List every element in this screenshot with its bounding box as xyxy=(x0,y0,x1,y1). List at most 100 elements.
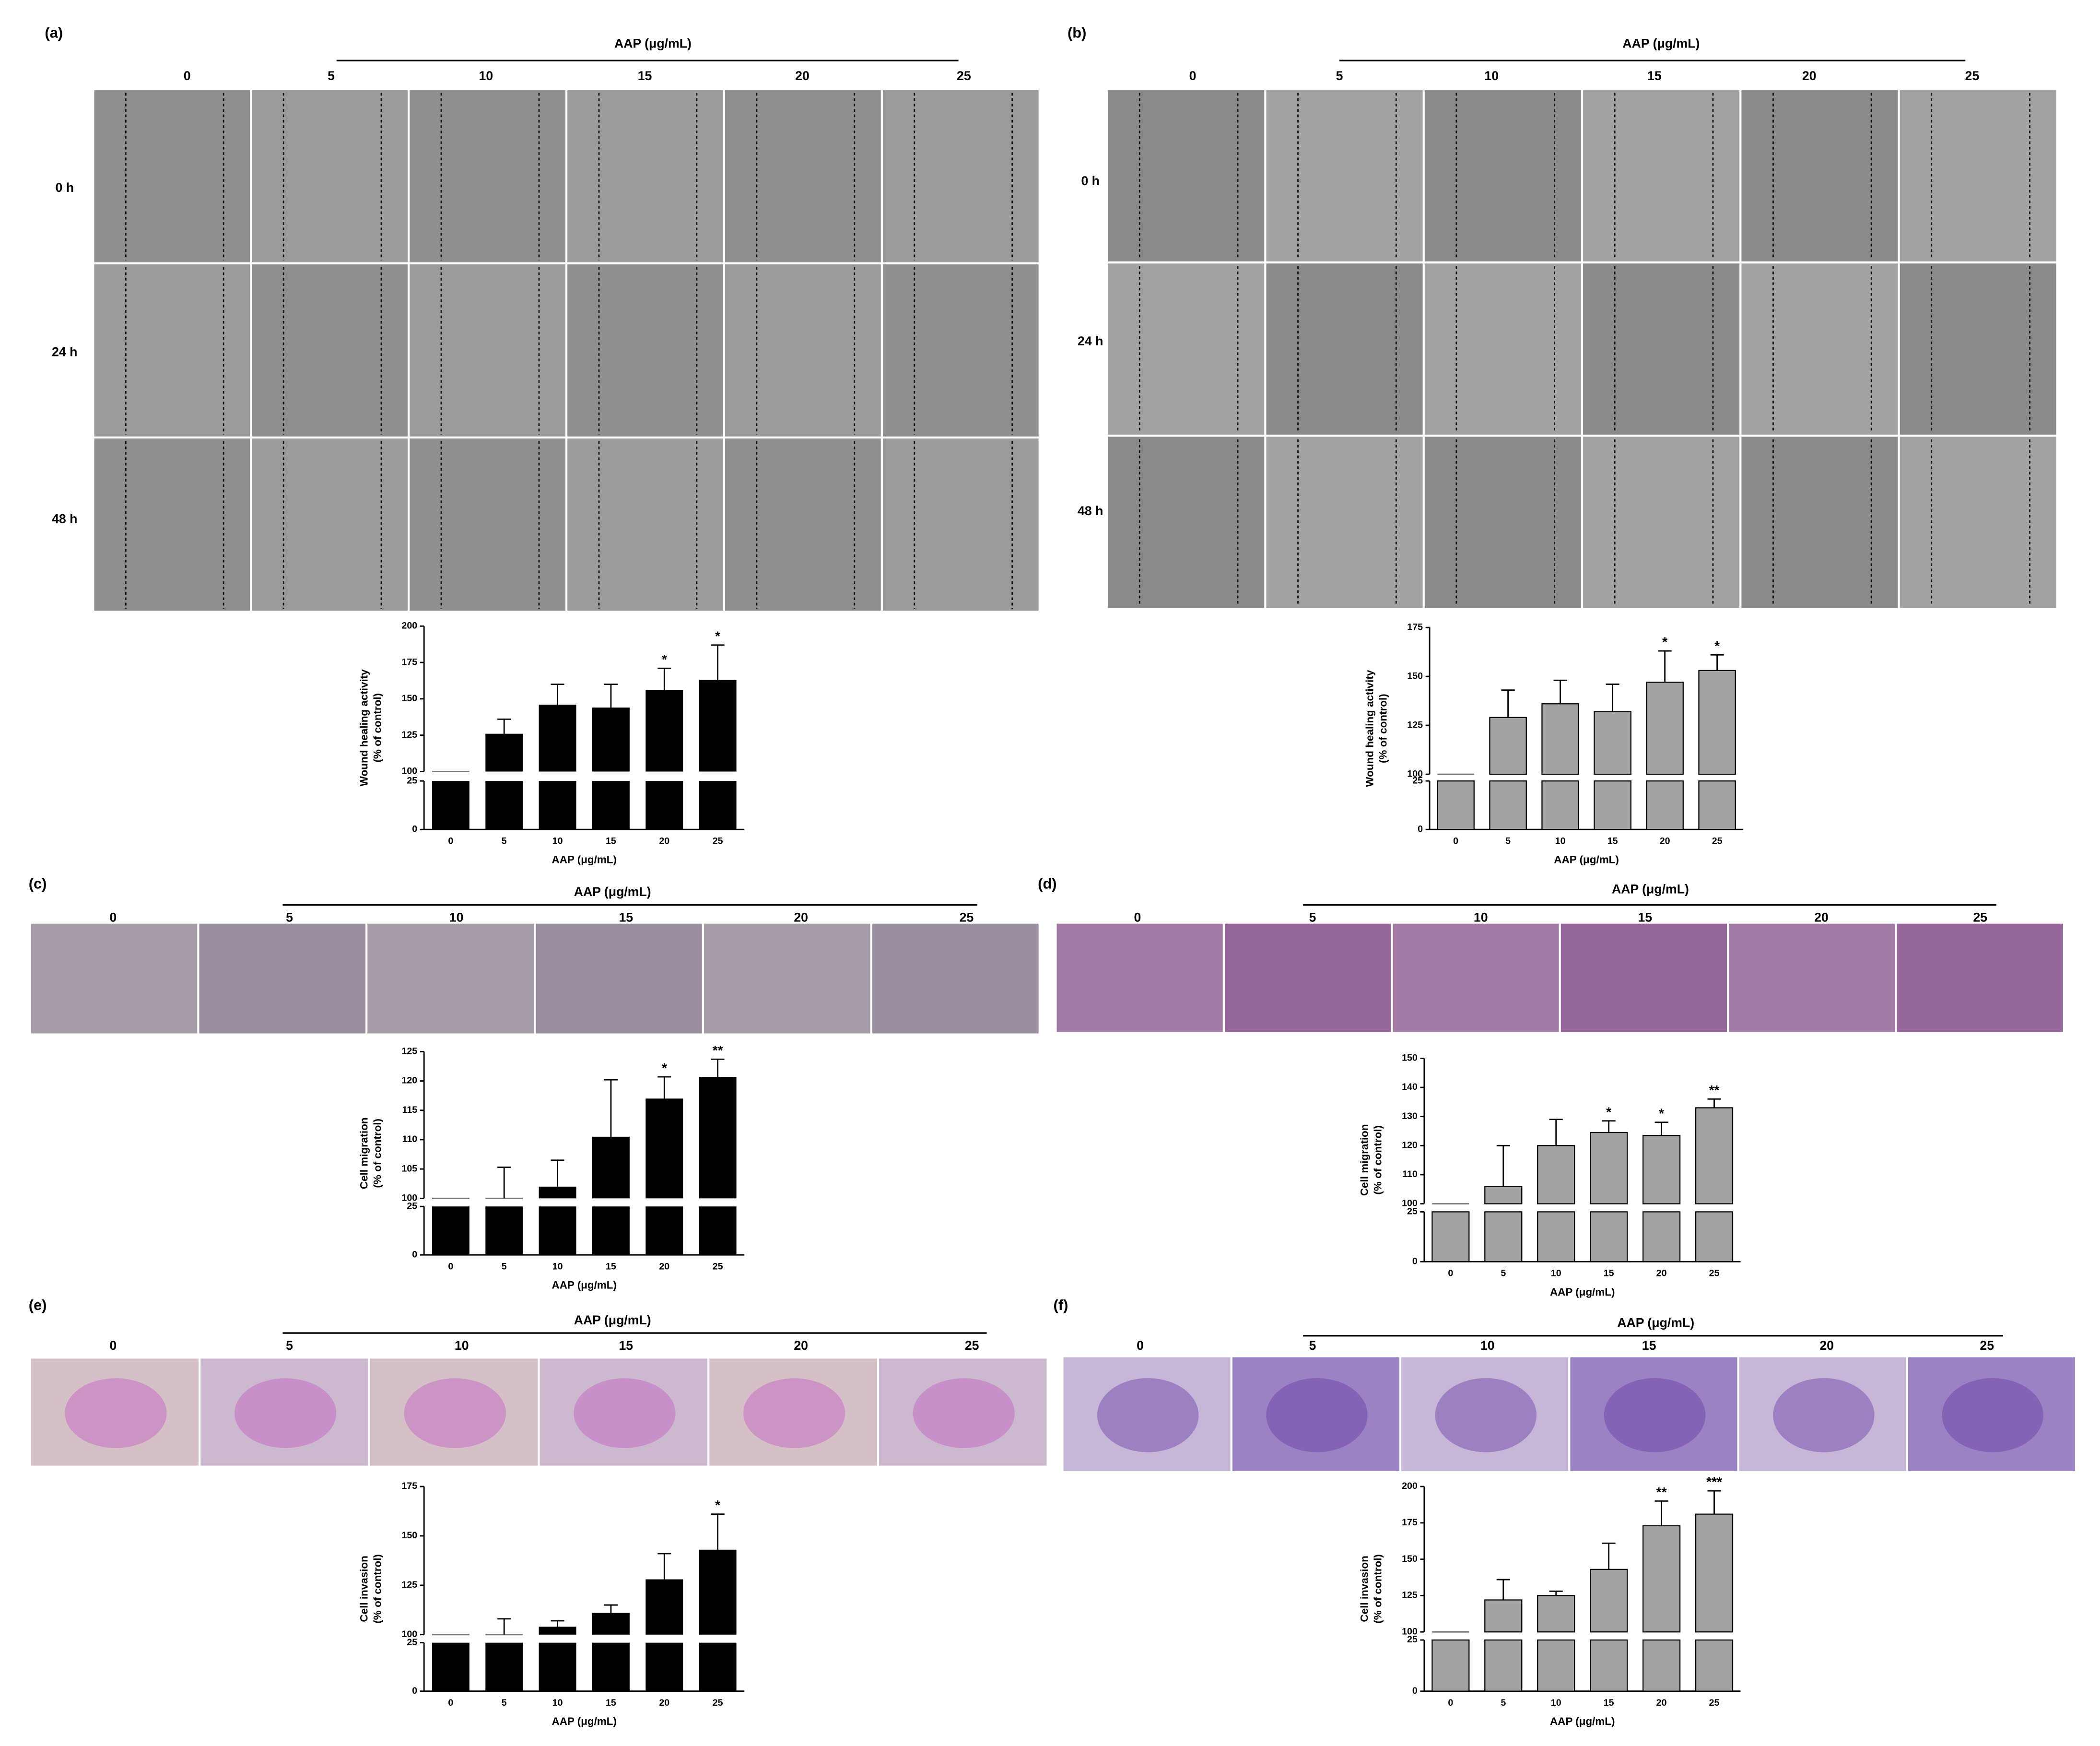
column-label: 5 xyxy=(286,910,293,925)
column-label: 25 xyxy=(960,910,974,925)
stain xyxy=(1773,1378,1875,1452)
bar xyxy=(432,1642,469,1691)
x-tick-label: 25 xyxy=(713,1698,723,1708)
micrograph xyxy=(1108,263,1265,435)
x-tick-label: 25 xyxy=(713,836,723,847)
micrograph xyxy=(536,923,702,1034)
bar xyxy=(1695,1513,1734,1633)
bar xyxy=(699,781,737,830)
micrograph xyxy=(410,438,565,611)
y-tick-label: 200 xyxy=(1402,1481,1418,1491)
column-label: 25 xyxy=(1965,69,1980,83)
x-tick-label: 20 xyxy=(659,1698,669,1708)
x-tick-label: 20 xyxy=(1656,1698,1667,1708)
stain xyxy=(1604,1378,1706,1452)
x-tick-label: 15 xyxy=(606,1698,616,1708)
micrograph xyxy=(410,264,565,437)
bar xyxy=(592,1206,630,1255)
micrograph xyxy=(94,264,250,437)
column-label: 0 xyxy=(1137,1338,1144,1353)
panel-label: (d) xyxy=(1038,875,1056,892)
column-label: 0 xyxy=(109,910,117,925)
y-tick-label: 125 xyxy=(401,730,417,740)
y-tick-label: 200 xyxy=(401,621,417,631)
x-axis-label: AAP (μg/mL) xyxy=(552,854,617,866)
y-tick-label: 125 xyxy=(401,1580,417,1590)
bar xyxy=(645,781,683,830)
x-tick-label: 20 xyxy=(1660,836,1670,847)
bar xyxy=(592,1613,630,1635)
column-label: 0 xyxy=(184,69,191,83)
header: AAP (μg/mL) xyxy=(1617,1315,1694,1330)
column-label: 10 xyxy=(1480,1338,1495,1353)
y-tick-label: 100 xyxy=(1402,1198,1418,1209)
bar xyxy=(1642,1134,1681,1204)
column-label: 0 xyxy=(1189,69,1197,83)
x-tick-label: 25 xyxy=(1712,836,1723,847)
y-axis-label: (% of control) xyxy=(1372,1554,1384,1624)
significance: * xyxy=(715,628,720,643)
micrograph xyxy=(872,923,1039,1034)
micrograph xyxy=(540,1358,708,1466)
significance: *** xyxy=(1706,1475,1722,1489)
bar xyxy=(539,1206,576,1255)
x-axis-label: AAP (μg/mL) xyxy=(1550,1286,1615,1298)
y-tick-label: 25 xyxy=(1407,1206,1418,1217)
panel-label: (b) xyxy=(1068,24,1086,41)
column-label: 10 xyxy=(1484,69,1499,83)
micrograph xyxy=(1063,1357,1231,1471)
y-axis-label: Cell invasion xyxy=(1358,1556,1370,1622)
y-tick-label: 100 xyxy=(1402,1626,1418,1637)
y-axis-label: (% of control) xyxy=(372,1554,384,1624)
micrograph xyxy=(1232,1357,1399,1471)
column-label: 15 xyxy=(1642,1338,1656,1353)
y-tick-label: 150 xyxy=(401,693,417,704)
micrograph xyxy=(725,264,881,437)
significance: * xyxy=(1659,1106,1664,1121)
y-axis-label: Cell migration xyxy=(358,1117,370,1189)
y-axis-label: (% of control) xyxy=(372,693,384,763)
y-tick-label: 150 xyxy=(1402,1053,1418,1063)
micrograph xyxy=(410,90,565,262)
y-axis-label: Wound healing activity xyxy=(358,669,370,786)
bar xyxy=(645,1642,683,1691)
bar xyxy=(1484,1211,1523,1262)
micrograph xyxy=(1266,436,1423,608)
y-tick-label: 175 xyxy=(1402,1517,1418,1528)
significance: ** xyxy=(713,1043,723,1058)
y-tick-label: 120 xyxy=(401,1075,417,1086)
bar xyxy=(1590,1132,1628,1204)
micrograph xyxy=(199,923,366,1034)
column-label: 15 xyxy=(638,69,652,83)
bar xyxy=(1484,1186,1523,1204)
significance: ** xyxy=(1656,1485,1667,1499)
x-tick-label: 15 xyxy=(606,1262,616,1272)
bar xyxy=(1537,1639,1575,1692)
x-tick-label: 15 xyxy=(1607,836,1618,847)
y-tick-label: 25 xyxy=(1407,1634,1418,1645)
column-label: 25 xyxy=(1973,910,1987,925)
x-axis-label: AAP (μg/mL) xyxy=(552,1279,617,1291)
micrograph xyxy=(725,438,881,611)
x-tick-label: 15 xyxy=(1604,1268,1614,1279)
y-tick-label: 125 xyxy=(401,1046,417,1057)
x-tick-label: 25 xyxy=(1709,1268,1720,1279)
bar xyxy=(1642,1525,1681,1633)
x-tick-label: 10 xyxy=(1555,836,1566,847)
x-tick-label: 25 xyxy=(713,1262,723,1272)
bar xyxy=(1642,1639,1681,1692)
bar xyxy=(645,1206,683,1255)
bar xyxy=(432,781,469,830)
bar xyxy=(1484,1639,1523,1692)
x-tick-label: 15 xyxy=(606,836,616,847)
panel-label: (e) xyxy=(29,1297,47,1313)
bar xyxy=(645,690,683,772)
y-tick-label: 100 xyxy=(401,1629,417,1640)
header: AAP (μg/mL) xyxy=(574,885,651,899)
column-label: 5 xyxy=(286,1338,293,1353)
bar xyxy=(485,781,523,830)
micrograph xyxy=(882,90,1039,262)
y-tick-label: 25 xyxy=(407,1201,417,1211)
bar xyxy=(1484,1599,1523,1633)
